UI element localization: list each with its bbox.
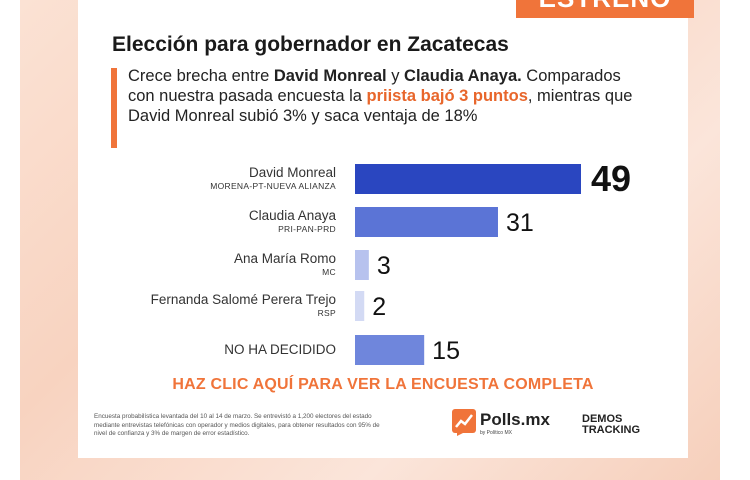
view-full-poll-link[interactable]: HAZ CLIC AQUÍ PARA VER LA ENCUESTA COMPL… <box>172 376 594 393</box>
candidate-name-3: Fernanda Salomé Perera Trejo <box>150 292 336 307</box>
subtitle-candidate: Claudia Anaya. <box>404 67 522 85</box>
value-label-2: 3 <box>377 252 391 280</box>
polls-brand: Polls.mx <box>480 410 550 429</box>
value-label-0: 49 <box>591 158 631 199</box>
candidate-name-0: David Monreal <box>248 165 336 180</box>
value-label-3: 2 <box>372 293 386 321</box>
candidate-party-3: RSP <box>317 308 336 318</box>
bar-0 <box>355 164 581 194</box>
chart-title: Elección para gobernador en Zacatecas <box>112 33 509 56</box>
candidate-name-2: Ana María Romo <box>233 251 336 266</box>
candidate-party-2: MC <box>322 267 336 277</box>
candidate-party-1: PRI-PAN-PRD <box>278 224 336 234</box>
candidate-name-1: Claudia Anaya <box>248 208 336 223</box>
methodology-note: Encuesta probabilística levantada del 10… <box>94 413 380 437</box>
chart-subtitle: Crece brecha entre David Monreal y Claud… <box>128 66 648 126</box>
bar-1 <box>355 207 498 237</box>
subtitle-candidate: David Monreal <box>273 67 387 85</box>
bar-3 <box>355 291 365 321</box>
polls-logo-icon <box>452 409 476 436</box>
demos-tracking-logo: DEMOS TRACKING <box>582 414 640 436</box>
subtitle-part: , mientras que David Monreal subió 3% y … <box>128 87 633 125</box>
bar-2 <box>355 250 369 280</box>
subtitle-part: Crece brecha entre <box>128 67 274 85</box>
subtitle-part: Comparados con nuestra pasada encuesta l… <box>128 67 621 105</box>
value-label-1: 31 <box>506 209 534 237</box>
candidate-party-0: MORENA-PT-NUEVA ALIANZA <box>210 181 336 191</box>
demos-line2: TRACKING <box>582 424 641 436</box>
demos-line1: DEMOS <box>582 413 623 425</box>
subtitle-highlight: priista bajó 3 puntos <box>366 87 528 105</box>
candidate-name-4: NO HA DECIDIDO <box>224 342 336 357</box>
subtitle-part: y <box>386 67 405 85</box>
value-label-4: 15 <box>432 337 460 365</box>
polls-sub: by Político MX <box>480 430 512 436</box>
accent-bar <box>111 68 117 148</box>
premiere-badge: ESTRENO <box>516 0 694 18</box>
bar-4 <box>355 335 425 365</box>
